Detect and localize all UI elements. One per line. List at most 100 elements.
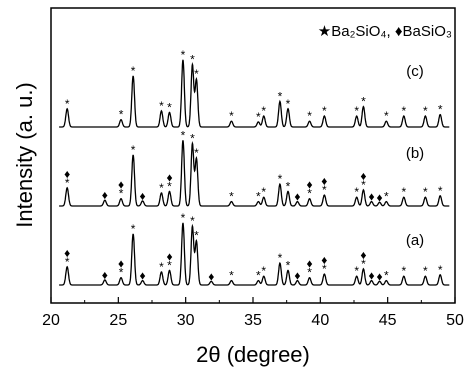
diamond-marker: ♦ bbox=[102, 268, 108, 282]
star-marker: * bbox=[181, 128, 186, 142]
diamond-marker: ♦ bbox=[368, 190, 374, 204]
star-marker: * bbox=[322, 104, 327, 118]
diamond-marker: ♦ bbox=[360, 248, 366, 262]
star-marker: * bbox=[131, 143, 136, 157]
diamond-marker: ♦ bbox=[360, 169, 366, 183]
star-marker: * bbox=[286, 179, 291, 193]
diamond-marker: ♦ bbox=[166, 249, 172, 263]
star-marker: * bbox=[307, 187, 312, 201]
star-marker: * bbox=[159, 260, 164, 274]
diamond-marker: ♦ bbox=[321, 174, 327, 188]
diamond-marker: ♦ bbox=[377, 190, 383, 204]
star-marker: * bbox=[438, 263, 443, 277]
diamond-marker: ♦ bbox=[306, 178, 312, 192]
legend-text: ★Ba₂SiO₄, ♦BaSiO₃ bbox=[318, 23, 452, 40]
star-marker: * bbox=[278, 172, 283, 186]
diamond-marker: ♦ bbox=[140, 269, 146, 283]
star-marker: * bbox=[131, 64, 136, 78]
star-marker: * bbox=[261, 264, 266, 278]
star-marker: * bbox=[423, 264, 428, 278]
tick-layer: 20 25 30 35 40 45 50 bbox=[42, 297, 464, 329]
star-marker: * bbox=[190, 131, 195, 145]
star-marker: * bbox=[278, 251, 283, 265]
star-marker: * bbox=[256, 190, 261, 204]
x-tick-label: 25 bbox=[109, 312, 127, 329]
star-marker: * bbox=[181, 211, 186, 225]
star-marker: * bbox=[229, 269, 234, 283]
star-marker: * bbox=[190, 52, 195, 66]
star-marker: * bbox=[354, 264, 359, 278]
star-marker: * bbox=[261, 185, 266, 199]
star-marker: * bbox=[167, 179, 172, 193]
diamond-marker: ♦ bbox=[294, 269, 300, 283]
star-marker: * bbox=[65, 255, 70, 269]
star-marker: * bbox=[194, 67, 199, 81]
star-marker: * bbox=[181, 48, 186, 62]
star-marker: * bbox=[229, 109, 234, 123]
pattern-line-a bbox=[59, 222, 450, 286]
star-marker: * bbox=[229, 190, 234, 204]
x-tick-label: 40 bbox=[311, 312, 329, 329]
star-marker: * bbox=[167, 258, 172, 272]
legend-label-basio3: BaSiO₃ bbox=[403, 23, 452, 40]
star-marker: * bbox=[401, 104, 406, 118]
star-marker: * bbox=[119, 266, 124, 280]
star-marker: * bbox=[261, 104, 266, 118]
star-marker: * bbox=[354, 104, 359, 118]
star-marker: * bbox=[194, 146, 199, 160]
star-marker: * bbox=[384, 109, 389, 123]
diamond-marker: ♦ bbox=[118, 178, 124, 192]
star-marker: * bbox=[286, 258, 291, 272]
diamond-marker: ♦ bbox=[118, 257, 124, 271]
x-tick-label: 20 bbox=[42, 312, 60, 329]
star-marker: * bbox=[401, 185, 406, 199]
pattern-label-b: (b) bbox=[406, 145, 424, 162]
star-marker: * bbox=[423, 185, 428, 199]
star-marker: * bbox=[384, 269, 389, 283]
star-marker: * bbox=[401, 264, 406, 278]
marker-layer: ***** ** *** * *** * *** * * *♦**♦*♦*♦* *♦* *** * * *♦… bbox=[64, 48, 443, 284]
star-marker: * bbox=[322, 262, 327, 276]
star-marker: * bbox=[423, 104, 428, 118]
diamond-marker: ♦ bbox=[321, 253, 327, 267]
star-marker: * bbox=[159, 181, 164, 195]
diamond-marker: ♦ bbox=[294, 190, 300, 204]
legend-label-ba2sio4: Ba₂SiO₄, bbox=[331, 23, 390, 40]
star-marker: * bbox=[131, 222, 136, 236]
diamond-marker: ♦ bbox=[64, 246, 70, 260]
star-marker: * bbox=[159, 99, 164, 113]
star-marker: * bbox=[384, 190, 389, 204]
plot-frame bbox=[50, 7, 456, 304]
pattern-label-a: (a) bbox=[406, 232, 424, 249]
star-marker: * bbox=[190, 214, 195, 228]
x-tick-label: 30 bbox=[177, 312, 195, 329]
star-marker: * bbox=[361, 95, 366, 109]
star-marker: * bbox=[278, 89, 283, 103]
star-marker: * bbox=[194, 229, 199, 243]
diamond-marker: ♦ bbox=[208, 269, 214, 283]
star-marker: * bbox=[361, 257, 366, 271]
star-marker: * bbox=[65, 97, 70, 111]
y-axis-title: Intensity (a. u.) bbox=[12, 82, 37, 228]
star-marker: * bbox=[322, 183, 327, 197]
legend-star-marker: ★ bbox=[318, 23, 331, 40]
star-marker: * bbox=[438, 103, 443, 117]
series-layer: (c) (b) (a) bbox=[59, 59, 450, 286]
diamond-marker: ♦ bbox=[377, 269, 383, 283]
diamond-marker: ♦ bbox=[102, 188, 108, 202]
star-marker: * bbox=[167, 100, 172, 114]
x-tick-label: 45 bbox=[379, 312, 397, 329]
legend-diamond-marker: ♦ bbox=[395, 23, 403, 40]
star-marker: * bbox=[361, 178, 366, 192]
star-marker: * bbox=[256, 110, 261, 124]
diamond-marker: ♦ bbox=[368, 269, 374, 283]
pattern-line-b bbox=[59, 140, 450, 207]
star-marker: * bbox=[119, 187, 124, 201]
x-tick-label: 50 bbox=[446, 312, 464, 329]
diamond-marker: ♦ bbox=[306, 257, 312, 271]
star-marker: * bbox=[307, 266, 312, 280]
x-tick-label: 35 bbox=[244, 312, 262, 329]
star-marker: * bbox=[256, 269, 261, 283]
star-marker: * bbox=[438, 184, 443, 198]
